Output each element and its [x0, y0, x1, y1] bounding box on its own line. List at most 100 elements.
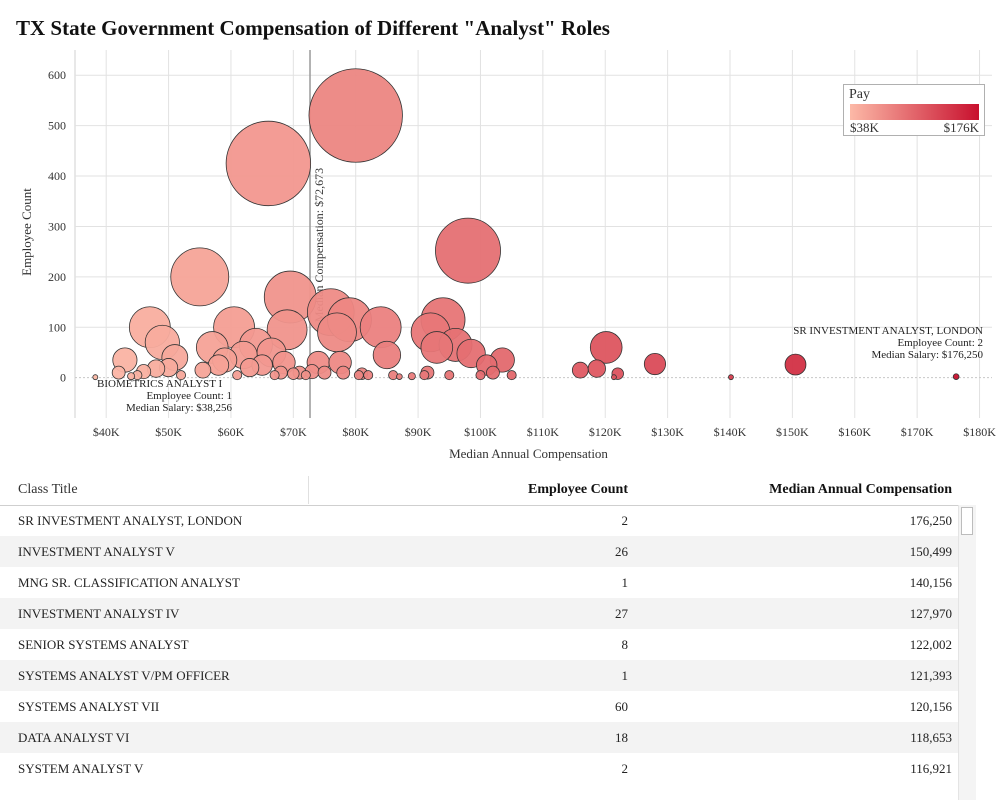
annotation-text: Employee Count: 1 [146, 390, 232, 402]
cell-class-title: SYSTEM ANALYST V [18, 761, 144, 776]
y-tick-label: 0 [60, 371, 66, 385]
bubble [127, 372, 136, 381]
annotation-text: Median Salary: $38,256 [126, 402, 233, 414]
column-header-employee-count[interactable]: Employee Count [528, 482, 628, 497]
y-axis-label: Employee Count [19, 188, 34, 276]
bubble [611, 374, 617, 381]
table-row[interactable]: INVESTMENT ANALYST IV 27 127,970 [0, 598, 958, 629]
bubble [287, 367, 300, 380]
bubble [353, 370, 364, 381]
y-tick-label: 300 [48, 219, 66, 233]
column-header-class-title[interactable]: Class Title [18, 482, 78, 497]
annotation-text: BIOMETRICS ANALYST I [97, 378, 223, 390]
cell-employee-count: 26 [615, 544, 628, 559]
bubble [225, 120, 312, 207]
cell-median-compensation: 116,921 [910, 761, 952, 776]
column-header-median-compensation[interactable]: Median Annual Compensation [769, 482, 952, 497]
cell-employee-count: 60 [615, 699, 628, 714]
bubble [486, 365, 500, 380]
cell-employee-count: 2 [621, 761, 629, 776]
cell-employee-count: 2 [621, 513, 629, 528]
cell-class-title: MNG SR. CLASSIFICATION ANALYST [18, 575, 240, 590]
bubble [372, 340, 402, 370]
x-tick-label: $160K [838, 425, 871, 439]
cell-median-compensation: 122,002 [909, 637, 952, 652]
bubble [269, 370, 280, 381]
x-tick-label: $140K [714, 425, 747, 439]
bubble [589, 331, 623, 364]
bubble [363, 370, 374, 381]
table-row[interactable]: MNG SR. CLASSIFICATION ANALYST 1 140,156 [0, 567, 958, 598]
bubble [176, 370, 187, 381]
table-row[interactable]: SYSTEMS ANALYST VII 60 120,156 [0, 691, 958, 722]
bubble [170, 247, 230, 307]
annotation-text: Median Salary: $176,250 [871, 349, 983, 361]
bubble [111, 365, 126, 380]
x-tick-label: $100K [464, 425, 497, 439]
y-tick-label: 500 [48, 119, 66, 133]
bubble [643, 353, 667, 376]
bubble [317, 312, 357, 353]
bubble [784, 353, 807, 376]
cell-median-compensation: 127,970 [909, 606, 952, 621]
cell-median-compensation: 140,156 [909, 575, 952, 590]
cell-median-compensation: 150,499 [909, 544, 952, 559]
median-reference-label: Median Compensation: $72,673 [312, 168, 326, 322]
column-divider [308, 476, 309, 504]
cell-employee-count: 8 [621, 637, 629, 652]
table-scrollbar[interactable] [958, 505, 976, 800]
cell-class-title: SYSTEMS ANALYST V/PM OFFICER [18, 668, 230, 683]
bubble [506, 370, 517, 381]
bubble [194, 361, 212, 379]
bubble [952, 373, 960, 380]
table-row[interactable]: SR INVESTMENT ANALYST, LONDON 2 176,250 [0, 505, 958, 536]
x-tick-label: $120K [589, 425, 622, 439]
x-axis-label: Median Annual Compensation [449, 446, 608, 461]
bubble [308, 68, 403, 163]
table-header: Class Title Employee Count Median Annual… [0, 474, 958, 506]
axes: $40K $50K $60K $70K $80K $90K $100K $110K $120K $… [19, 68, 996, 461]
table-row[interactable]: SYSTEM ANALYST V 2 116,921 [0, 753, 958, 784]
cell-employee-count: 27 [615, 606, 628, 621]
bubble [92, 374, 99, 381]
scrollbar-thumb[interactable] [961, 507, 973, 535]
bubble [388, 370, 399, 381]
legend-min-label: $38K [850, 120, 879, 135]
cell-median-compensation: 176,250 [909, 513, 952, 528]
legend-max-label: $176K [943, 120, 979, 135]
cell-class-title: INVESTMENT ANALYST IV [18, 606, 180, 621]
bubble [336, 365, 351, 380]
cell-median-compensation: 121,393 [909, 668, 952, 683]
table-row[interactable]: INVESTMENT ANALYST V 26 150,499 [0, 536, 958, 567]
data-table: Class Title Employee Count Median Annual… [0, 474, 1000, 800]
x-tick-label: $130K [651, 425, 684, 439]
y-tick-label: 400 [48, 169, 66, 183]
annotation-text: Employee Count: 2 [897, 337, 983, 349]
x-tick-label: $60K [218, 425, 245, 439]
bubble [359, 306, 402, 349]
cell-employee-count: 18 [615, 730, 628, 745]
table-row[interactable]: SENIOR SYSTEMS ANALYST 8 122,002 [0, 629, 958, 660]
y-tick-label: 100 [48, 320, 66, 334]
cell-class-title: DATA ANALYST VI [18, 730, 130, 745]
table-body: SR INVESTMENT ANALYST, LONDON 2 176,250 IN… [0, 505, 958, 784]
bubble [475, 370, 486, 381]
x-tick-label: $170K [901, 425, 934, 439]
color-legend: Pay $38K $176K [843, 84, 985, 136]
cell-employee-count: 1 [621, 575, 629, 590]
bubble [317, 365, 332, 380]
cell-median-compensation: 118,653 [910, 730, 952, 745]
table-row[interactable]: SYSTEMS ANALYST V/PM OFFICER 1 121,393 [0, 660, 958, 691]
annotation-text: SR INVESTMENT ANALYST, LONDON [793, 325, 983, 337]
bubble [435, 217, 501, 284]
cell-class-title: SYSTEMS ANALYST VII [18, 699, 160, 714]
table-row[interactable]: DATA ANALYST VI 18 118,653 [0, 722, 958, 753]
bubble [419, 370, 430, 381]
y-tick-label: 600 [48, 68, 66, 82]
cell-employee-count: 1 [621, 668, 629, 683]
bubble [300, 370, 311, 381]
x-tick-label: $180K [963, 425, 996, 439]
x-tick-label: $80K [342, 425, 369, 439]
cell-class-title: SENIOR SYSTEMS ANALYST [18, 637, 189, 652]
